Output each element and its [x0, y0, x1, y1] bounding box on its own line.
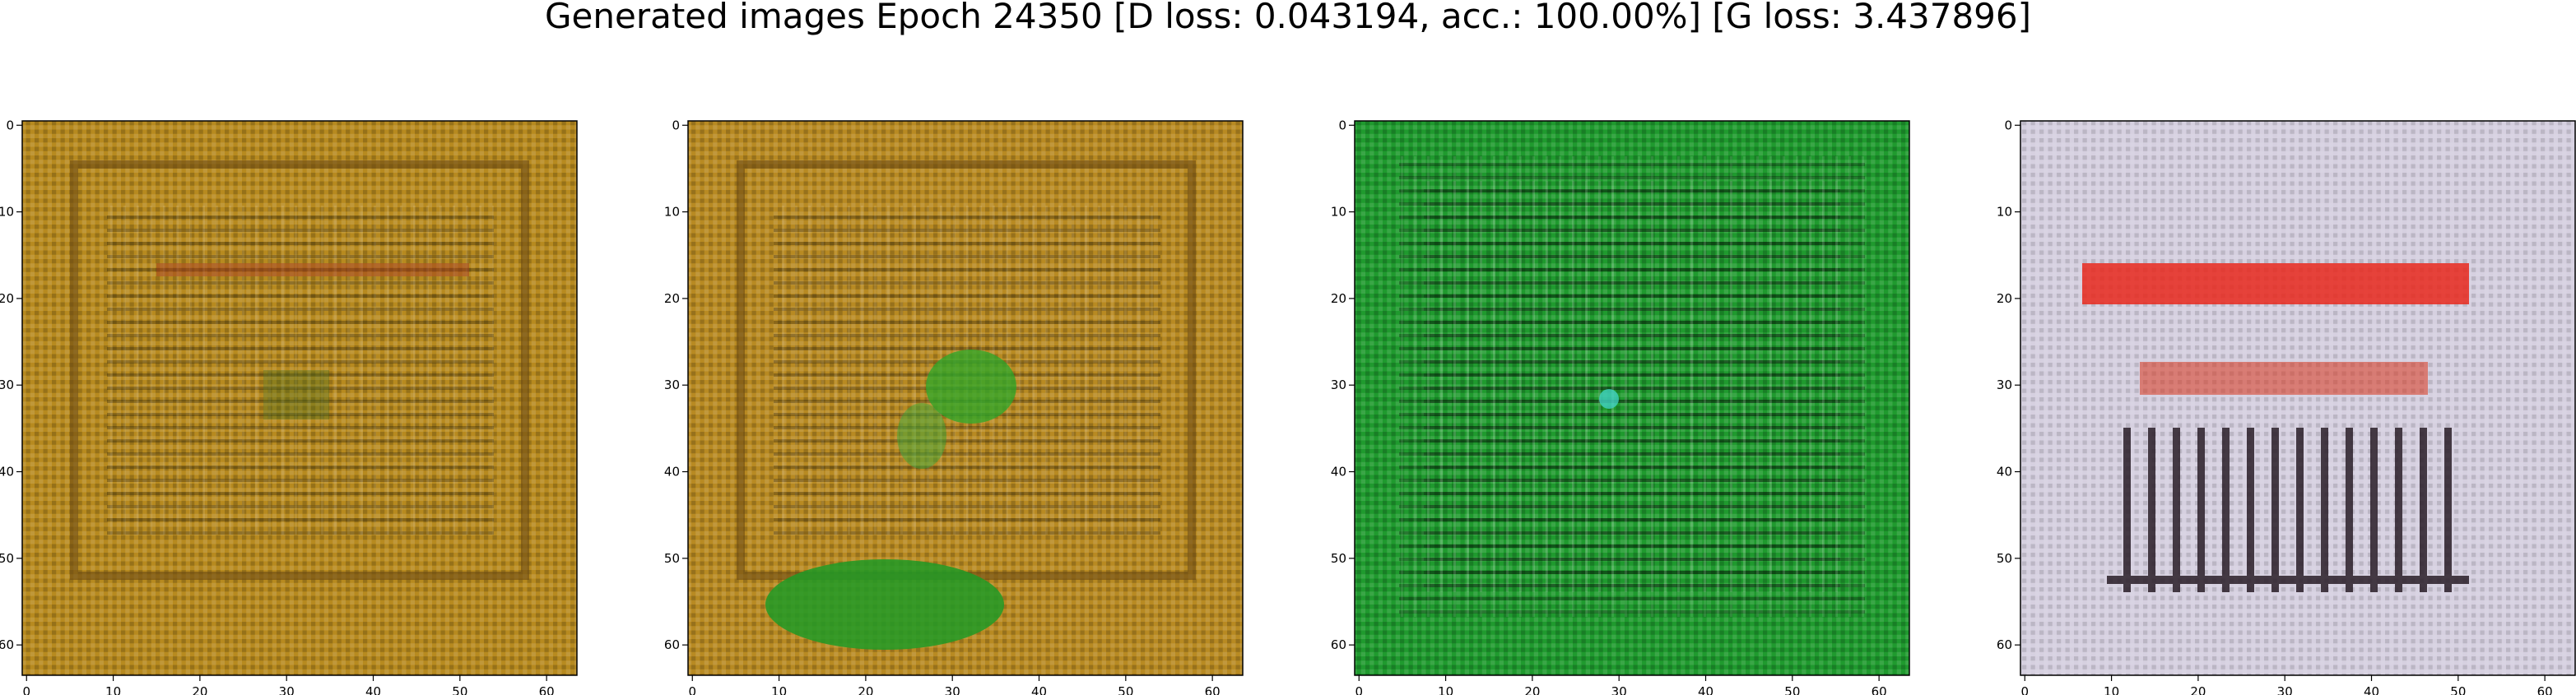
y-tick-label-3-30: 30	[1331, 378, 1346, 392]
y-tick-label-1-0: 0	[6, 118, 14, 132]
image-panel-4	[2020, 120, 2576, 676]
y-tick-label-4-40: 40	[1997, 465, 2012, 480]
x-tick-label-4-60: 60	[2537, 684, 2553, 695]
y-tick-label-1-30: 30	[0, 378, 14, 392]
image-panel-2	[687, 120, 1244, 676]
x-tick-label-1-60: 60	[539, 684, 555, 695]
x-tick-label-2-50: 50	[1118, 684, 1133, 695]
x-tick-label-3-40: 40	[1698, 684, 1713, 695]
x-tick-label-2-0: 0	[688, 684, 696, 695]
y-tick-label-1-40: 40	[0, 465, 14, 480]
y-tick-label-3-10: 10	[1331, 205, 1346, 220]
y-tick-label-1-20: 20	[0, 291, 14, 306]
y-tick-label-3-0: 0	[1338, 118, 1346, 132]
x-tick-label-4-0: 0	[2020, 684, 2029, 695]
y-tick-label-1-10: 10	[0, 205, 14, 220]
y-tick-label-2-60: 60	[664, 637, 680, 652]
y-tick-label-4-60: 60	[1997, 637, 2012, 652]
y-tick-label-2-50: 50	[664, 551, 680, 566]
y-tick-label-4-0: 0	[2004, 118, 2012, 132]
y-tick-label-2-40: 40	[664, 465, 680, 480]
y-tick-label-2-20: 20	[664, 291, 680, 306]
x-tick-label-4-30: 30	[2277, 684, 2293, 695]
x-tick-label-1-10: 10	[105, 684, 121, 695]
x-tick-label-1-20: 20	[192, 684, 207, 695]
y-tick-label-1-60: 60	[0, 637, 14, 652]
y-tick-label-2-10: 10	[664, 205, 680, 220]
y-tick-label-4-10: 10	[1997, 205, 2012, 220]
x-tick-label-3-50: 50	[1784, 684, 1800, 695]
x-tick-label-2-20: 20	[858, 684, 873, 695]
x-tick-label-2-10: 10	[771, 684, 787, 695]
y-tick-label-2-30: 30	[664, 378, 680, 392]
x-tick-label-1-40: 40	[365, 684, 381, 695]
x-tick-label-4-20: 20	[2190, 684, 2206, 695]
image-panel-1	[21, 120, 578, 676]
y-tick-label-4-30: 30	[1997, 378, 2012, 392]
x-tick-label-3-60: 60	[1872, 684, 1887, 695]
axis-ticks: 0 10 20 30 40 50 60 0 10 20 30 40 50 60 0 10 20 30 40 50 60 0…	[0, 118, 2553, 695]
image-panel-3	[1354, 120, 1910, 676]
x-tick-label-4-10: 10	[2104, 684, 2119, 695]
x-tick-label-2-30: 30	[945, 684, 960, 695]
x-tick-label-4-40: 40	[2364, 684, 2379, 695]
x-tick-label-3-10: 10	[1438, 684, 1453, 695]
x-tick-label-2-40: 40	[1031, 684, 1047, 695]
y-tick-label-3-60: 60	[1331, 637, 1346, 652]
y-tick-label-2-0: 0	[672, 118, 680, 132]
x-tick-label-1-30: 30	[279, 684, 295, 695]
x-tick-label-3-30: 30	[1611, 684, 1627, 695]
x-tick-label-3-20: 20	[1524, 684, 1540, 695]
y-tick-label-3-50: 50	[1331, 551, 1346, 566]
x-tick-label-1-50: 50	[452, 684, 467, 695]
y-tick-label-1-50: 50	[0, 551, 14, 566]
x-tick-label-4-50: 50	[2450, 684, 2466, 695]
x-tick-label-2-60: 60	[1205, 684, 1221, 695]
y-tick-label-4-20: 20	[1997, 291, 2012, 306]
y-tick-label-3-20: 20	[1331, 291, 1346, 306]
figure-title: Generated images Epoch 24350 [D loss: 0.…	[544, 0, 2032, 36]
x-tick-label-1-0: 0	[22, 684, 30, 695]
x-tick-label-3-0: 0	[1355, 684, 1363, 695]
y-tick-label-3-40: 40	[1331, 465, 1346, 480]
y-tick-label-4-50: 50	[1997, 551, 2012, 566]
